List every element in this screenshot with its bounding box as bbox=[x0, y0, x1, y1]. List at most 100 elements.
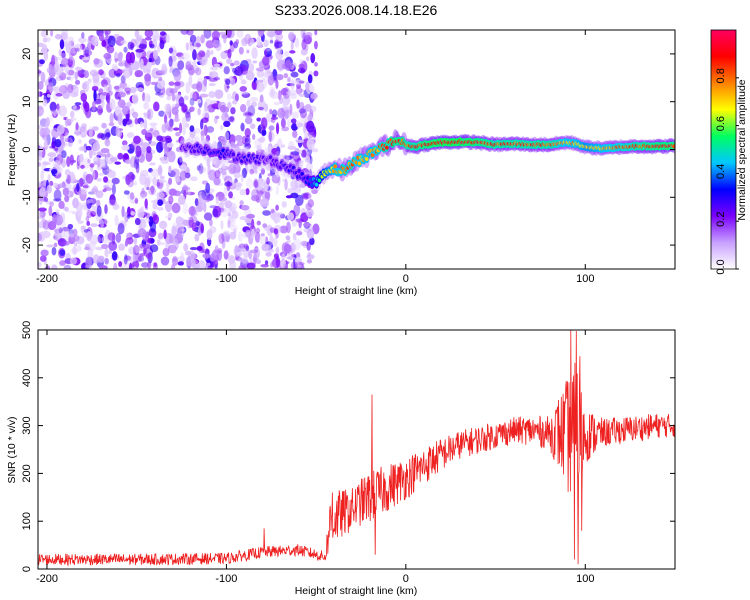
spectrogram-ridge-core bbox=[268, 155, 273, 160]
spectrogram-noise-blob bbox=[236, 140, 244, 147]
spectrogram-noise-blob bbox=[67, 56, 76, 69]
spectrogram-noise-blob bbox=[271, 147, 279, 156]
spectrogram-noise-blob bbox=[240, 79, 247, 85]
spectrogram-noise-blob bbox=[165, 215, 172, 219]
spectrogram-noise-blob bbox=[78, 146, 87, 152]
spectrogram-noise-blob bbox=[38, 262, 42, 268]
spectrogram-noise-blob bbox=[127, 65, 133, 73]
spectrogram-noise-blob bbox=[227, 101, 232, 109]
spectrogram-noise-blob bbox=[60, 58, 69, 65]
spectrogram-noise-blob bbox=[96, 178, 102, 182]
spectrogram-noise-blob bbox=[54, 228, 63, 234]
spectrogram-noise-blob bbox=[55, 93, 63, 97]
spectrogram-noise-blob bbox=[65, 42, 72, 54]
spectrogram-noise-blob bbox=[228, 116, 235, 122]
spectrogram-x-ticks: -200 -100 0 100 bbox=[36, 30, 594, 285]
spectrogram-noise-blob bbox=[144, 73, 152, 82]
snr-y-tick-label: 300 bbox=[21, 416, 33, 434]
spectrogram-noise-blob bbox=[312, 223, 320, 235]
spectrogram-noise-blob bbox=[224, 181, 233, 187]
spectrogram-noise-blob bbox=[168, 165, 172, 174]
spectrogram-noise-blob bbox=[51, 168, 58, 175]
spectrogram-noise-blob bbox=[229, 224, 238, 231]
spectrogram-noise-blob bbox=[267, 173, 272, 177]
colorbar-tick-label: 0.0 bbox=[715, 259, 727, 274]
spectrogram-noise-blob bbox=[169, 88, 178, 94]
spectrogram-noise-blob bbox=[114, 161, 121, 165]
spectrogram-noise-blob bbox=[307, 74, 313, 84]
spectrogram-noise-blob bbox=[205, 134, 211, 142]
spectrogram-noise-blob bbox=[159, 39, 165, 50]
spectrogram-noise-blob bbox=[158, 76, 163, 82]
spectrogram-noise-blob bbox=[108, 249, 113, 254]
spectrogram-noise-blob bbox=[49, 114, 53, 124]
spectrogram-noise-blob bbox=[305, 208, 314, 218]
spectrogram-noise-blob bbox=[230, 63, 235, 67]
spectrogram-noise-blob bbox=[301, 106, 307, 115]
spectrogram-noise-blob bbox=[43, 139, 49, 150]
spectrogram-noise-blob bbox=[142, 92, 146, 102]
spectrogram-noise-blob bbox=[270, 91, 279, 100]
spectrogram-noise-blob bbox=[190, 206, 195, 216]
spectrogram-noise-blob bbox=[74, 79, 81, 85]
spectrogram-noise-blob bbox=[135, 48, 144, 53]
spectrogram-noise-blob bbox=[54, 139, 62, 148]
spectrogram-noise-blob bbox=[180, 30, 189, 35]
spectrogram-noise-blob bbox=[152, 49, 158, 60]
spectrogram-noise-blob bbox=[194, 127, 201, 135]
spectrogram-noise-blob bbox=[234, 144, 239, 154]
spectrogram-noise-blob bbox=[185, 111, 191, 119]
spectrogram-noise-blob bbox=[46, 93, 51, 98]
spectrogram-x-tick-label: 0 bbox=[403, 273, 409, 285]
spectrogram-noise-blob bbox=[96, 134, 102, 139]
spectrogram-noise-blob bbox=[193, 209, 198, 216]
spectrogram-noise-blob bbox=[149, 244, 159, 253]
spectrogram-noise-blob bbox=[124, 240, 129, 247]
spectrogram-noise-blob bbox=[269, 168, 276, 177]
spectrogram-noise-blob bbox=[38, 161, 42, 167]
spectrogram-noise-blob bbox=[135, 145, 142, 158]
spectrogram-noise-blob bbox=[302, 32, 306, 43]
spectrogram-noise-blob bbox=[38, 91, 41, 97]
spectrogram-noise-blob bbox=[264, 49, 268, 57]
spectrogram-noise-blob bbox=[112, 65, 119, 72]
spectrogram-noise-blob bbox=[235, 182, 239, 186]
spectrogram-noise-blob bbox=[195, 42, 201, 48]
spectrogram-noise-blob bbox=[199, 59, 206, 66]
spectrogram-noise-blob bbox=[229, 206, 235, 213]
spectrogram-noise-blob bbox=[61, 30, 69, 39]
spectrogram-noise-blob bbox=[239, 200, 244, 206]
spectrogram-noise-blob bbox=[157, 207, 164, 211]
spectrogram-noise-blob bbox=[47, 174, 51, 182]
spectrogram-noise-blob bbox=[53, 189, 62, 202]
spectrogram-noise-blob bbox=[156, 191, 165, 200]
spectrogram-noise-blob bbox=[112, 203, 120, 210]
spectrogram-noise-blob bbox=[254, 231, 261, 243]
spectrogram-noise-blob bbox=[148, 168, 153, 173]
spectrogram-noise-blob bbox=[215, 196, 219, 205]
spectrogram-noise-blob bbox=[276, 47, 283, 55]
spectrogram-ridge-core bbox=[357, 161, 362, 166]
spectrogram-noise-blob bbox=[98, 88, 104, 94]
spectrogram-noise-blob bbox=[39, 255, 47, 262]
spectrogram-noise-blob bbox=[204, 101, 208, 112]
spectrogram-noise-blob bbox=[281, 144, 286, 148]
spectrogram-noise-blob bbox=[126, 101, 132, 108]
spectrogram-noise-blob bbox=[287, 187, 294, 194]
spectrogram-noise-blob bbox=[302, 193, 310, 200]
spectrogram-noise-blob bbox=[267, 75, 274, 86]
spectrogram-noise-blob bbox=[292, 232, 297, 241]
spectrogram-noise-blob bbox=[239, 104, 247, 113]
spectrogram-noise-blob bbox=[69, 47, 76, 54]
spectrogram-noise-blob bbox=[192, 91, 200, 102]
spectrogram-noise-blob bbox=[207, 164, 211, 175]
spectrogram-noise-blob bbox=[307, 113, 313, 122]
spectrogram-noise-blob bbox=[262, 48, 272, 52]
spectrogram-noise-blob bbox=[161, 123, 167, 133]
spectrogram-noise-blob bbox=[183, 173, 191, 179]
spectrogram-noise-blob bbox=[174, 81, 181, 87]
spectrogram-noise-blob bbox=[39, 186, 46, 198]
spectrogram-noise-blob bbox=[106, 179, 113, 192]
spectrogram-noise-blob bbox=[104, 257, 109, 265]
spectrogram-noise-blob bbox=[132, 251, 138, 262]
